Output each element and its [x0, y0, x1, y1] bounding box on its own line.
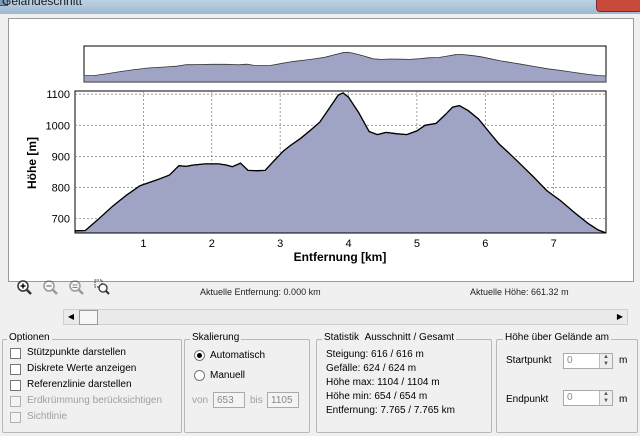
end-point-label: Endpunkt — [506, 394, 549, 405]
y-tick-label: 700 — [52, 214, 70, 226]
statistics-group-title: Statistik Ausschnitt / Gesamt — [322, 332, 457, 343]
statistics-row: Höhe max: 1104 / 1104 m — [326, 377, 440, 388]
manual-label: Manuell — [210, 370, 246, 381]
overview-area — [83, 51, 607, 83]
x-tick-label: 7 — [551, 238, 557, 250]
option-checkbox[interactable] — [10, 348, 21, 359]
end-unit-label: m — [619, 394, 628, 405]
height-above-ground-title: Höhe über Gelände am — [503, 332, 611, 343]
y-tick-label: 1100 — [46, 89, 70, 101]
x-axis-title: Entfernung [km] — [294, 250, 387, 264]
current-distance-label: Aktuelle Entfernung: 0.000 km — [200, 287, 321, 297]
end-up-icon[interactable]: ▲ — [599, 391, 612, 398]
option-label: Stützpunkte darstellen — [27, 347, 126, 358]
window-title: Geländeschnitt — [2, 0, 83, 8]
end-point-input[interactable]: 0 ▲ ▼ — [563, 390, 613, 406]
scroll-left-arrow[interactable]: ◀ — [67, 312, 75, 321]
option-checkbox[interactable] — [10, 364, 21, 375]
start-unit-label: m — [619, 355, 628, 366]
start-up-icon[interactable]: ▲ — [599, 354, 612, 361]
y-tick-label: 1000 — [46, 120, 70, 132]
start-down-icon[interactable]: ▼ — [599, 361, 612, 368]
scaling-group — [184, 339, 310, 433]
option-label: Referenzlinie darstellen — [27, 379, 132, 390]
statistics-row: Gefälle: 624 / 624 m — [326, 363, 417, 374]
zoom-in-icon[interactable] — [16, 279, 32, 295]
statistics-subtitle: Ausschnitt / Gesamt — [364, 332, 455, 343]
scaling-group-title: Skalierung — [190, 332, 242, 343]
start-point-input[interactable]: 0 ▲ ▼ — [563, 353, 613, 369]
scroll-right-arrow[interactable]: ▶ — [616, 312, 624, 321]
y-axis-title: Höhe [m] — [25, 137, 39, 189]
horizontal-scrollbar[interactable]: ◀ ▶ — [63, 309, 628, 325]
statistics-row: Entfernung: 7.765 / 7.765 km — [326, 405, 455, 416]
y-tick-label: 900 — [52, 151, 70, 163]
x-tick-label: 5 — [414, 238, 420, 250]
start-point-value: 0 — [567, 355, 573, 366]
options-group — [2, 339, 182, 433]
end-down-icon[interactable]: ▼ — [599, 398, 612, 405]
option-checkbox[interactable] — [10, 412, 21, 423]
x-tick-label: 4 — [345, 238, 351, 250]
from-input[interactable]: 653 — [213, 392, 245, 408]
end-point-value: 0 — [567, 392, 573, 403]
scroll-thumb[interactable] — [79, 310, 98, 325]
profile-chart-frame: 1100 1000 900 800 700 1 2 3 4 5 6 7 Entfernung [km… — [8, 18, 634, 282]
to-input[interactable]: 1105 — [267, 392, 299, 408]
option-label: Sichtlinie — [27, 411, 68, 422]
automatic-radio[interactable] — [194, 350, 205, 361]
start-point-label: Startpunkt — [506, 355, 552, 366]
x-tick-label: 6 — [482, 238, 488, 250]
current-height-label: Aktuelle Höhe: 661.32 m — [470, 287, 569, 297]
to-label: bis — [250, 395, 263, 406]
x-tick-label: 2 — [209, 238, 215, 250]
zoom-out-icon[interactable] — [42, 279, 58, 295]
elevation-line — [74, 92, 607, 234]
zoom-out-all-icon[interactable] — [68, 279, 84, 295]
manual-radio[interactable] — [194, 370, 205, 381]
option-label: Erdkrümmung berücksichtigen — [27, 395, 163, 406]
y-tick-labels: 1100 1000 900 800 700 — [46, 89, 70, 226]
zoom-select-icon[interactable] — [94, 279, 110, 295]
statistics-row: Steigung: 616 / 616 m — [326, 349, 424, 360]
title-bar: Geländeschnitt — [0, 0, 640, 14]
option-checkbox[interactable] — [10, 380, 21, 391]
x-tick-labels: 1 2 3 4 5 6 7 — [140, 238, 556, 250]
option-checkbox[interactable] — [10, 396, 21, 407]
option-label: Diskrete Werte anzeigen — [27, 363, 137, 374]
x-tick-label: 1 — [140, 238, 146, 250]
y-tick-label: 800 — [52, 183, 70, 195]
options-group-title: Optionen — [7, 332, 52, 343]
automatic-label: Automatisch — [210, 350, 266, 361]
statistics-row: Höhe min: 654 / 654 m — [326, 391, 428, 402]
close-button[interactable] — [596, 0, 640, 12]
window-icon — [0, 0, 8, 6]
x-tick-label: 3 — [277, 238, 283, 250]
statistics-title: Statistik — [324, 332, 360, 343]
from-label: von — [192, 395, 209, 406]
profile-chart[interactable]: 1100 1000 900 800 700 1 2 3 4 5 6 7 Entfernung [km… — [9, 19, 633, 281]
